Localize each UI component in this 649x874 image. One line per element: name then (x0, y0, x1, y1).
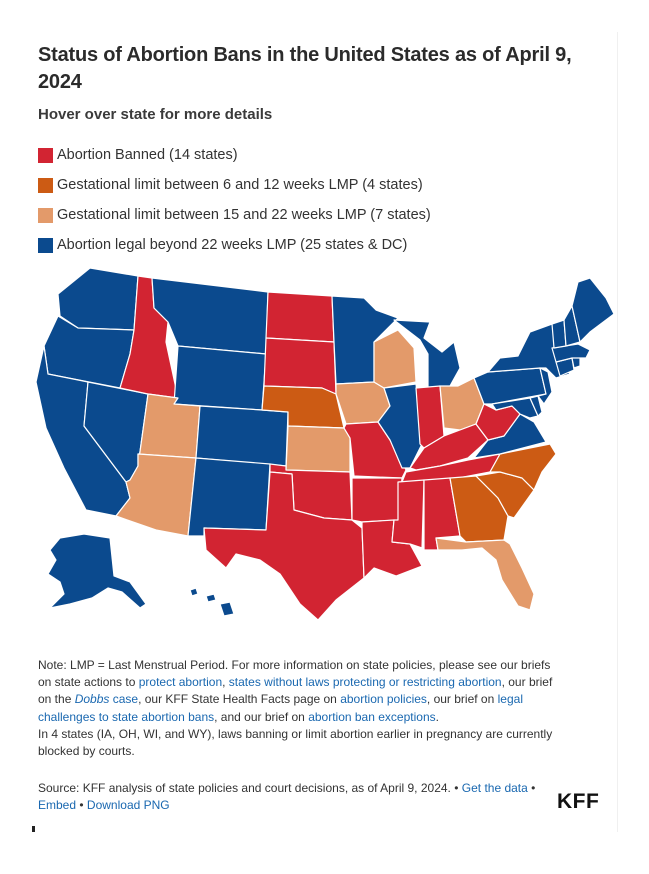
link-dobbs-rest: case (109, 692, 139, 707)
legend-item-limit-6-12: Gestational limit between 6 and 12 weeks… (38, 170, 598, 200)
notes-text: Note: LMP = Last Menstrual Period. For m… (38, 658, 551, 690)
embed-link[interactable]: Embed (38, 798, 77, 813)
state-SD[interactable] (263, 337, 337, 395)
link-dobbs-italic: Dobbs (74, 692, 110, 707)
legend-item-legal: Abortion legal beyond 22 weeks LMP (25 s… (38, 230, 598, 260)
legend-label: Gestational limit between 15 and 22 week… (57, 207, 431, 223)
legend-item-limit-15-22: Gestational limit between 15 and 22 week… (38, 200, 598, 230)
notes-text: , our brief on (426, 692, 498, 707)
bullet: • (531, 781, 536, 795)
link-states-without-laws[interactable]: states without laws protecting or restri… (228, 675, 502, 690)
state-NJ[interactable] (537, 367, 553, 405)
state-AR[interactable] (351, 477, 403, 523)
link-protect-abortion[interactable]: protect abortion (138, 675, 223, 690)
notes-text: , our brief on the (38, 675, 553, 707)
state-WI[interactable] (373, 329, 417, 389)
state-AK[interactable] (47, 533, 147, 609)
state-ND[interactable] (265, 291, 335, 343)
legend-swatch (38, 147, 53, 163)
state-KS[interactable] (285, 425, 351, 473)
download-png-link[interactable]: Download PNG (86, 798, 170, 813)
notes-blocked-laws: In 4 states (IA, OH, WI, and WY), laws b… (38, 726, 553, 759)
notes-text: , and our brief on (214, 709, 309, 724)
state-MI[interactable] (393, 319, 461, 389)
link-dobbs-case[interactable]: Dobbs case (75, 692, 138, 706)
legend-label: Abortion Banned (14 states) (57, 147, 238, 163)
link-abortion-policies[interactable]: abortion policies (340, 692, 427, 707)
subtitle: Hover over state for more details (38, 106, 273, 123)
notes-text: , our KFF State Health Facts page on (138, 692, 341, 707)
get-data-link[interactable]: Get the data (461, 781, 528, 795)
link-ban-exceptions[interactable]: abortion ban exceptions (308, 709, 436, 724)
state-MA[interactable] (551, 343, 591, 363)
legend: Abortion Banned (14 states) Gestational … (38, 140, 598, 260)
state-HI[interactable] (189, 587, 235, 617)
legend-swatch (38, 207, 53, 223)
state-NC[interactable] (489, 443, 557, 491)
legend-label: Gestational limit between 6 and 12 weeks… (57, 177, 423, 193)
corner-mark (32, 826, 35, 832)
notes: Note: LMP = Last Menstrual Period. For m… (38, 657, 558, 760)
state-ME[interactable] (571, 277, 615, 343)
page-title: Status of Abortion Bans in the United St… (38, 44, 572, 93)
legend-swatch (38, 237, 53, 253)
state-TX[interactable] (203, 471, 365, 621)
source-text: Source: KFF analysis of state policies a… (38, 781, 459, 795)
state-DE[interactable] (529, 395, 543, 417)
legend-label: Abortion legal beyond 22 weeks LMP (25 s… (57, 237, 408, 253)
state-CO[interactable] (195, 405, 289, 467)
kff-logo: KFF (557, 790, 600, 813)
link-legal-challenges[interactable]: legal challenges to state abortion bans (38, 692, 523, 724)
state-WY[interactable] (173, 345, 267, 411)
bullet: • (79, 798, 84, 813)
legend-swatch (38, 177, 53, 193)
state-NM[interactable] (187, 457, 271, 537)
us-map (35, 267, 615, 621)
notes-text: , (222, 675, 229, 690)
state-WA[interactable] (57, 267, 139, 331)
state-MT[interactable] (151, 277, 269, 355)
source: Source: KFF analysis of state policies a… (38, 780, 548, 814)
notes-text: . (435, 709, 439, 724)
state-FL[interactable] (435, 537, 535, 611)
legend-item-banned: Abortion Banned (14 states) (38, 140, 598, 170)
